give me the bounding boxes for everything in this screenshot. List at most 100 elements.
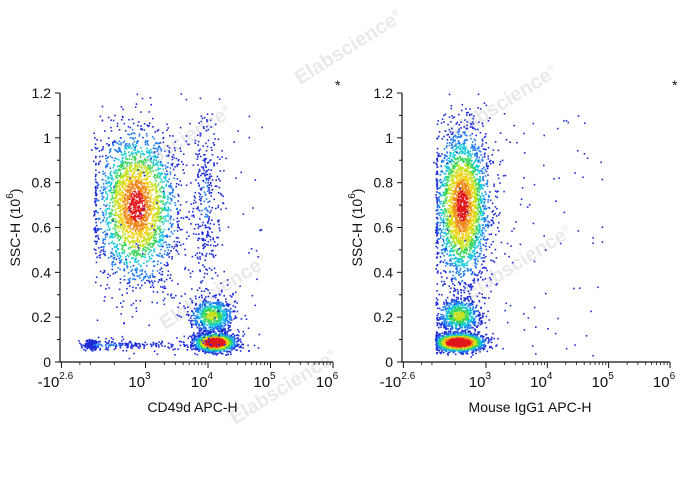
event-dot	[128, 175, 131, 178]
event-dot	[216, 328, 219, 331]
event-dot	[207, 313, 209, 316]
event-dot	[141, 186, 144, 188]
event-dot	[95, 162, 97, 165]
event-dot	[144, 190, 147, 192]
event-dot	[104, 174, 107, 177]
event-dot	[130, 246, 132, 249]
event-dot	[157, 167, 160, 170]
event-dot	[133, 199, 135, 201]
event-dot	[148, 166, 150, 169]
event-dot	[129, 205, 132, 208]
event-dot	[130, 201, 133, 204]
event-dot	[115, 181, 117, 184]
event-dot	[218, 328, 220, 330]
event-dot	[134, 269, 136, 272]
event-dot	[140, 183, 142, 186]
event-dot	[225, 317, 228, 320]
event-dot	[152, 213, 155, 215]
event-dot	[203, 347, 206, 350]
event-dot	[225, 318, 227, 320]
event-dot	[147, 199, 150, 202]
event-dot	[191, 301, 194, 304]
event-dot	[139, 156, 142, 159]
event-dot	[141, 190, 144, 192]
event-dot	[181, 160, 183, 163]
event-dot	[157, 174, 159, 176]
event-dot	[133, 241, 135, 244]
event-dot	[210, 343, 212, 345]
event-dot	[225, 308, 228, 310]
population-granulocytes	[91, 93, 205, 360]
event-dot	[102, 212, 105, 214]
event-dot	[163, 192, 166, 194]
event-dot	[156, 213, 158, 216]
event-dot	[144, 171, 146, 173]
event-dot	[124, 193, 127, 196]
event-dot	[119, 149, 121, 151]
event-dot	[192, 332, 195, 334]
event-dot	[219, 323, 221, 325]
event-dot	[211, 314, 214, 317]
event-dot	[98, 228, 101, 230]
event-dot	[142, 243, 144, 246]
event-dot	[230, 348, 233, 350]
event-dot	[211, 345, 214, 348]
event-dot	[110, 182, 113, 185]
event-dot	[123, 167, 125, 169]
event-dot	[172, 135, 174, 137]
event-dot	[134, 210, 136, 213]
event-dot	[124, 194, 126, 197]
event-dot	[109, 176, 112, 179]
event-dot	[109, 274, 111, 277]
event-dot	[157, 212, 159, 214]
event-dot	[143, 162, 145, 165]
event-dot	[117, 266, 120, 269]
event-dot	[241, 343, 243, 346]
event-dot	[220, 306, 222, 309]
event-dot	[199, 327, 202, 329]
event-dot	[101, 155, 104, 158]
event-dot	[183, 335, 186, 338]
event-dot	[235, 345, 238, 347]
event-dot	[139, 211, 142, 214]
event-dot	[205, 327, 207, 330]
event-dot	[125, 146, 127, 149]
event-dot	[137, 263, 140, 265]
event-dot	[142, 237, 145, 239]
event-dot	[167, 127, 169, 129]
event-dot	[104, 210, 107, 212]
event-dot	[125, 189, 128, 191]
event-dot	[169, 135, 171, 137]
event-dot	[130, 200, 133, 203]
event-dot	[128, 167, 131, 170]
event-dot	[126, 254, 129, 256]
event-dot	[119, 256, 122, 259]
event-dot	[140, 181, 143, 184]
event-dot	[142, 209, 145, 211]
event-dot	[213, 340, 216, 342]
event-dot	[147, 238, 150, 241]
event-dot	[129, 202, 131, 205]
event-dot	[154, 231, 157, 233]
event-dot	[125, 167, 127, 170]
event-dot	[122, 201, 125, 203]
event-dot	[153, 152, 155, 154]
event-dot	[137, 186, 139, 189]
event-dot	[148, 241, 150, 244]
event-dot	[125, 229, 128, 231]
event-dot	[97, 184, 100, 186]
event-dot	[145, 223, 148, 226]
event-dot	[230, 353, 232, 355]
event-dot	[152, 147, 155, 149]
event-dot	[119, 190, 121, 192]
event-dot	[173, 156, 175, 159]
event-dot	[221, 289, 223, 292]
event-dot	[227, 343, 229, 345]
event-dot	[227, 305, 230, 308]
event-dot	[136, 93, 139, 96]
event-dot	[127, 176, 129, 178]
event-dot	[224, 317, 227, 319]
event-dot	[202, 350, 205, 353]
event-dot	[96, 319, 99, 322]
event-dot	[175, 236, 178, 239]
